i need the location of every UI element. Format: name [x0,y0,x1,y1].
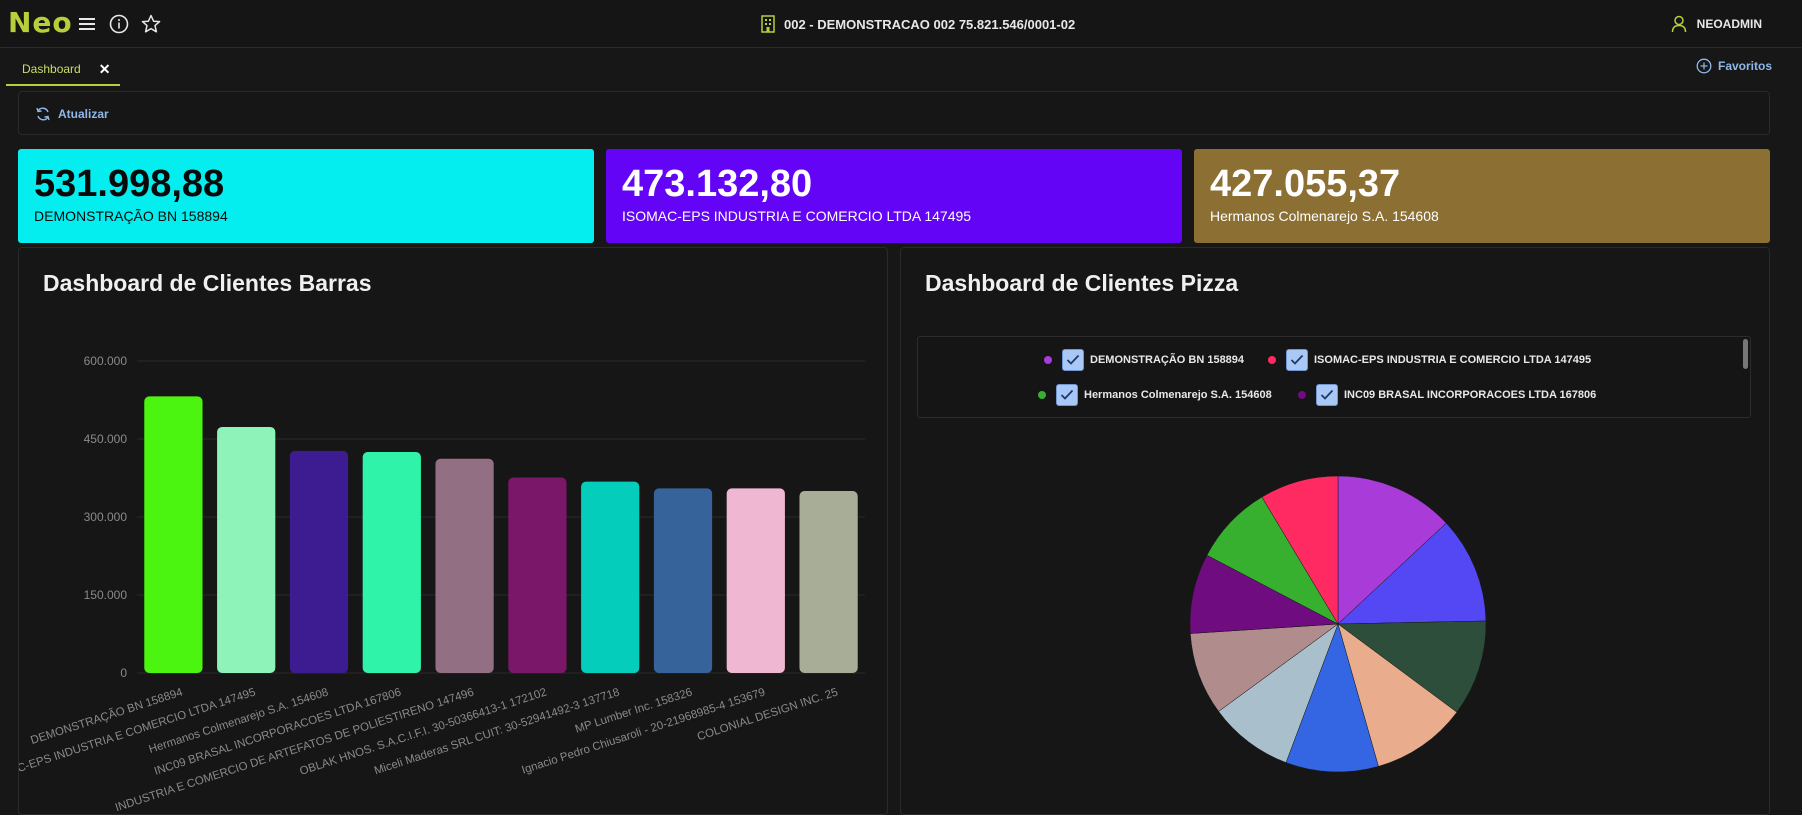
star-icon[interactable] [140,13,162,35]
menu-icon[interactable] [76,13,98,35]
bar-chart: 0150.000300.000450.000600.000DEMONSTRAÇÃ… [19,354,865,814]
pie-slice[interactable] [1285,623,1379,773]
refresh-icon [36,107,50,121]
pie-slice[interactable] [1189,554,1339,634]
bar[interactable] [289,450,349,673]
x-tick-label: COLONIAL DESIGN INC. 25 [696,686,840,743]
kpi-value: 473.132,80 [622,163,813,205]
y-tick-label: 300.000 [84,510,128,524]
legend-color-dot [1044,356,1052,364]
bar[interactable] [726,488,785,673]
legend-color-dot [1268,356,1276,364]
pie-slice[interactable] [1337,620,1487,713]
pie-slice[interactable] [1218,623,1339,763]
kpi-card-2: 473.132,80 ISOMAC-EPS INDUSTRIA E COMERC… [606,149,1182,243]
y-tick-label: 0 [120,666,127,680]
bar[interactable] [217,426,276,673]
company-selector[interactable]: 002 - DEMONSTRACAO 002 75.821.546/0001-0… [760,13,1075,35]
legend-label: Hermanos Colmenarejo S.A. 154608 [1084,389,1272,401]
bar-chart-title: Dashboard de Clientes Barras [43,270,372,296]
tab-dashboard[interactable]: Dashboard ✕ [6,54,120,86]
pie-chart [1189,475,1487,773]
user-icon [1671,15,1686,33]
y-tick-label: 450.000 [84,432,128,446]
legend-label: DEMONSTRAÇÃO BN 158894 [1090,354,1245,366]
tab-bar: Dashboard ✕ [0,48,1802,86]
bar-chart-panel: Dashboard de Clientes Barras 0 150.000 300… [18,247,888,815]
checkbox-checked-icon[interactable] [1062,349,1084,371]
favorites-button[interactable]: Favoritos [1696,58,1772,74]
pie-legend: DEMONSTRAÇÃO BN 158894 ISOMAC-EPS INDUSTR… [917,336,1751,418]
bar[interactable] [799,491,858,673]
legend-item[interactable]: DEMONSTRAÇÃO BN 158894 [1044,349,1244,371]
bar[interactable] [144,396,203,673]
legend-item[interactable]: ISOMAC-EPS INDUSTRIA E COMERCIO LTDA 147… [1268,349,1591,371]
favorites-label: Favoritos [1717,59,1772,73]
checkbox-checked-icon[interactable] [1316,384,1338,406]
kpi-label: ISOMAC-EPS INDUSTRIA E COMERCIO LTDA 147… [622,208,972,224]
legend-item[interactable]: Hermanos Colmenarejo S.A. 154608 [1038,384,1272,406]
info-icon[interactable] [108,13,130,35]
plus-circle-icon [1696,58,1712,74]
legend-color-dot [1038,391,1046,399]
bar[interactable] [653,488,713,673]
top-bar: Neo 002 - DEMONSTRACAO 002 75.821.546/00… [0,0,1802,48]
pie-chart-panel: Dashboard de Clientes Pizza DEMONSTRAÇÃO… [900,247,1770,815]
y-tick-label: 600.000 [84,354,128,368]
pie-slice[interactable] [1206,496,1339,625]
kpi-value: 427.055,37 [1210,163,1401,205]
pie-slice[interactable] [1337,623,1458,767]
legend-label: INC09 BRASAL INCORPORACOES LTDA 167806 [1344,389,1597,401]
legend-color-dot [1298,391,1306,399]
legend-label: ISOMAC-EPS INDUSTRIA E COMERCIO LTDA 147… [1314,354,1592,366]
checkbox-checked-icon[interactable] [1286,349,1308,371]
close-icon[interactable]: ✕ [98,60,111,77]
y-tick-label: 150.000 [84,588,128,602]
legend-item[interactable]: INC09 BRASAL INCORPORACOES LTDA 167806 [1298,384,1596,406]
kpi-card-3: 427.055,37 Hermanos Colmenarejo S.A. 154… [1194,149,1770,243]
pie-slice[interactable] [1337,475,1447,625]
company-name: 002 - DEMONSTRACAO 002 75.821.546/0001-0… [784,16,1076,32]
bar[interactable] [508,477,567,673]
kpi-label: Hermanos Colmenarejo S.A. 154608 [1210,208,1439,224]
pie-chart-title: Dashboard de Clientes Pizza [925,270,1239,296]
refresh-button[interactable]: Atualizar [35,106,109,122]
checkbox-checked-icon[interactable] [1056,384,1078,406]
tab-label: Dashboard [22,62,81,76]
bar[interactable] [581,481,640,673]
app-logo[interactable]: Neo [8,6,73,39]
refresh-label: Atualizar [58,107,109,121]
kpi-label: DEMONSTRAÇÃO BN 158894 [34,208,228,224]
pie-slice[interactable] [1337,522,1487,625]
building-icon [761,15,775,33]
user-menu[interactable]: NEOADMIN [1671,13,1762,35]
user-name: NEOADMIN [1696,17,1762,31]
pie-slice[interactable] [1190,623,1339,712]
toolbar: Atualizar [18,91,1770,135]
kpi-card-1: 531.998,88 DEMONSTRAÇÃO BN 158894 [18,149,594,243]
kpi-value: 531.998,88 [34,163,225,205]
bar[interactable] [435,458,494,673]
legend-scrollbar[interactable] [1743,339,1748,369]
bar[interactable] [362,452,421,673]
pie-slice[interactable] [1261,475,1339,625]
